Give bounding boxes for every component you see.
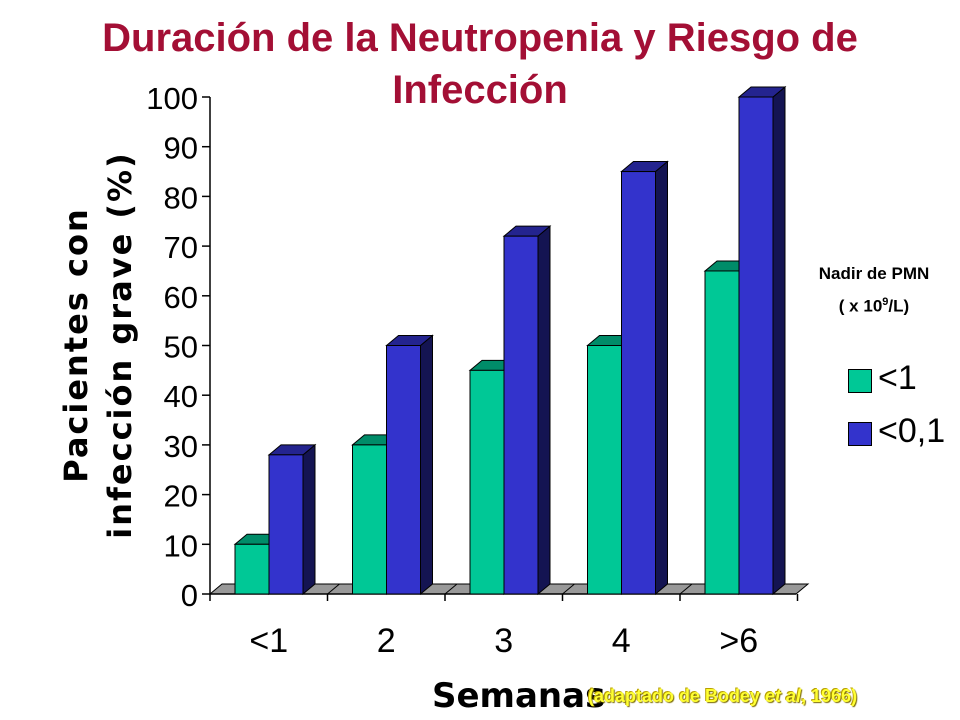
bar-series1 bbox=[352, 444, 387, 595]
legend-title-line2: ( x 109/L) bbox=[788, 288, 960, 321]
y-tick-label: 20 bbox=[164, 479, 198, 514]
bar-side-series2 bbox=[655, 160, 668, 596]
bar-series2 bbox=[503, 235, 539, 595]
y-tick-label: 50 bbox=[164, 330, 198, 365]
y-tick-label: 90 bbox=[164, 131, 198, 166]
y-tick-label: 60 bbox=[164, 280, 198, 315]
bar-series2 bbox=[386, 345, 421, 595]
y-tick-label: 100 bbox=[146, 81, 198, 116]
bar-side-series2 bbox=[537, 225, 551, 596]
bar-series2 bbox=[738, 96, 774, 595]
bar-series2 bbox=[621, 171, 656, 595]
legend-title-line1: Nadir de PMN bbox=[818, 264, 930, 283]
x-tick-label: 3 bbox=[494, 622, 513, 660]
y-tick-label: 80 bbox=[164, 180, 198, 215]
y-tick-label: 10 bbox=[164, 528, 198, 563]
chart-title: Duración de la Neutropenia y Riesgo de I… bbox=[102, 16, 858, 112]
legend-title: Nadir de PMN ( x 109/L) bbox=[788, 260, 960, 321]
legend-title-line2-sup: 9 bbox=[882, 296, 889, 308]
legend-label-series1: <1 bbox=[878, 359, 917, 397]
y-axis-label: Pacientes con infección grave (%) bbox=[57, 151, 139, 539]
floor-divider bbox=[562, 583, 575, 595]
x-axis-label: Semanas bbox=[432, 676, 606, 716]
bar-series1 bbox=[469, 369, 505, 595]
x-tick-label: 2 bbox=[377, 622, 396, 660]
y-tick-label: 30 bbox=[164, 429, 198, 464]
bar-side-series2 bbox=[772, 85, 786, 596]
x-tick-label: 4 bbox=[612, 622, 631, 660]
y-tick-label: 0 bbox=[181, 578, 198, 613]
source-citation: (adaptado de Bodey et al, 1966) bbox=[588, 686, 857, 707]
source-post: , 1966) bbox=[801, 686, 858, 706]
x-tick-label: <1 bbox=[249, 622, 288, 660]
y-tick-label: 40 bbox=[164, 379, 198, 414]
bar-side-series2 bbox=[420, 334, 433, 596]
legend-swatch-series2 bbox=[848, 422, 872, 446]
bar-series1 bbox=[234, 543, 270, 595]
bar-series1 bbox=[704, 270, 740, 595]
x-tick-label: >6 bbox=[719, 622, 758, 660]
bar-side-series2 bbox=[302, 443, 316, 596]
floor-divider bbox=[679, 583, 693, 595]
bar-series2 bbox=[268, 454, 304, 595]
y-tick-label: 70 bbox=[164, 230, 198, 265]
source-pre: (adaptado de Bodey bbox=[588, 686, 766, 706]
source-italic: et al bbox=[765, 686, 802, 706]
legend-title-line2-post: /L) bbox=[888, 296, 910, 316]
bar-series1 bbox=[587, 345, 622, 595]
legend-title-line2-pre: ( x 10 bbox=[838, 296, 883, 316]
y-axis-label-wrap: Pacientes con infección grave (%) bbox=[48, 130, 148, 560]
legend-label-series2: <0,1 bbox=[878, 412, 946, 450]
floor-divider bbox=[327, 583, 340, 595]
legend-swatch-series1 bbox=[848, 369, 872, 393]
floor-divider bbox=[444, 583, 458, 595]
